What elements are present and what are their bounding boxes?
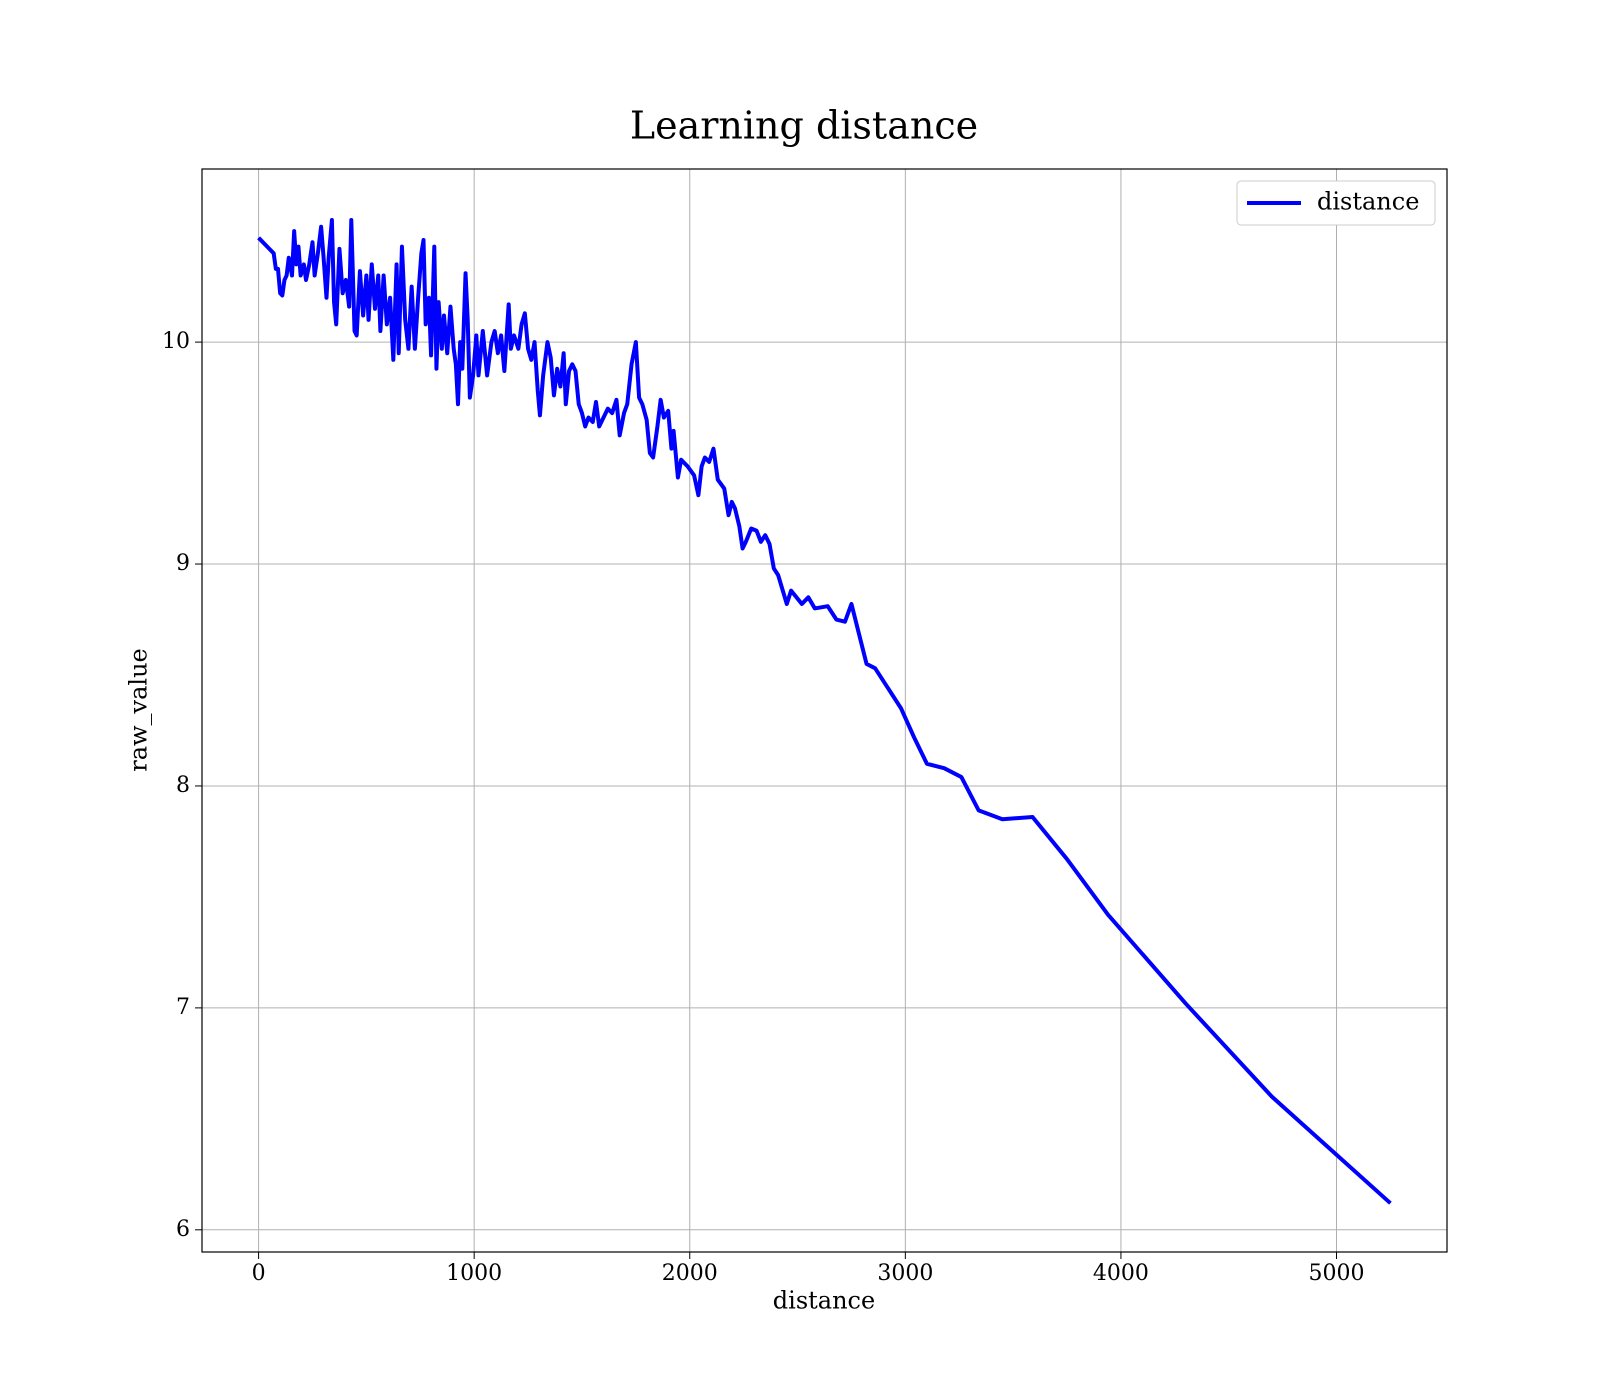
y-tick-label: 7: [176, 995, 190, 1020]
chart-title: Learning distance: [630, 104, 978, 148]
x-axis-label: distance: [773, 1287, 875, 1315]
y-tick-label: 6: [176, 1217, 190, 1242]
x-tick-label: 2000: [662, 1261, 718, 1286]
y-tick-label: 10: [162, 329, 190, 354]
y-axis-label: raw_value: [125, 648, 153, 772]
data-line: [257, 218, 1392, 1205]
x-tick-label: 1000: [446, 1261, 502, 1286]
legend-label: distance: [1317, 188, 1419, 216]
legend-box: [1236, 180, 1436, 226]
x-tick-label: 0: [252, 1261, 266, 1286]
y-tick-label: 8: [176, 773, 190, 798]
x-tick-label: 5000: [1309, 1261, 1365, 1286]
x-tick-label: 4000: [1093, 1261, 1149, 1286]
plot-frame: [201, 168, 1448, 1253]
x-tick-label: 3000: [877, 1261, 933, 1286]
y-tick-label: 9: [176, 551, 190, 576]
